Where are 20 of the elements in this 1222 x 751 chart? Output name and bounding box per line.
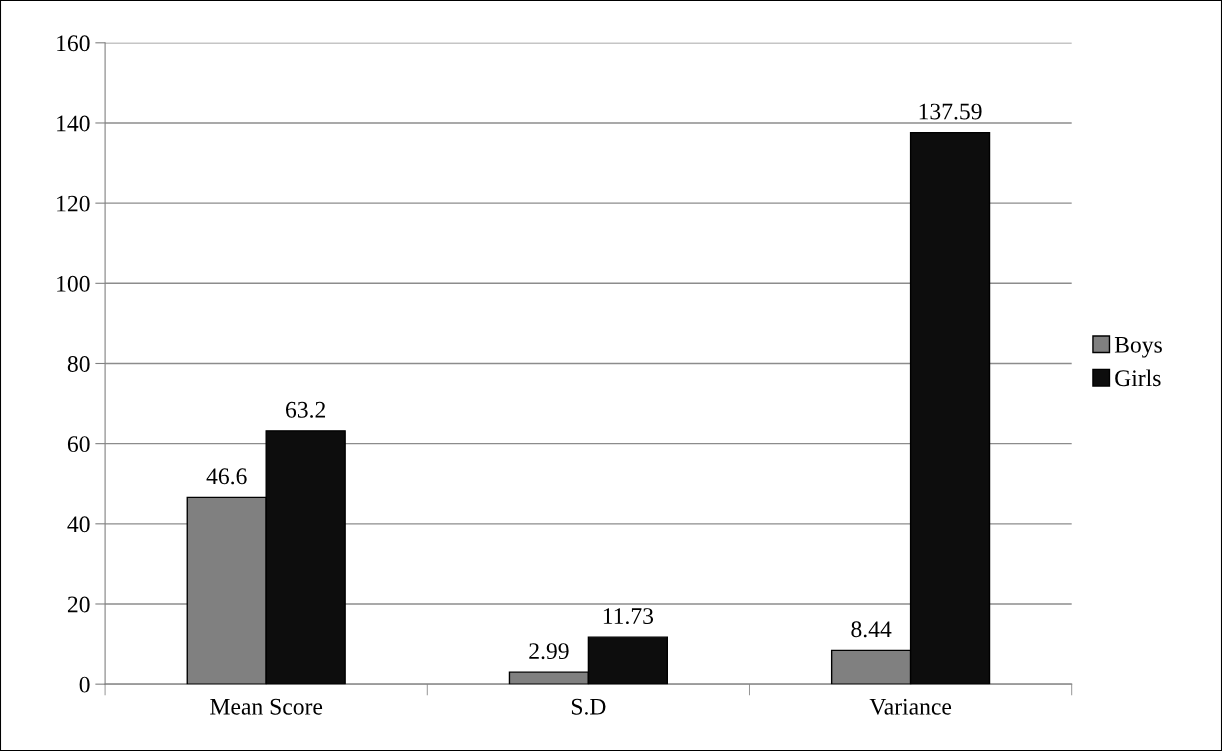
- y-tick-label: 40: [67, 516, 90, 533]
- y-tick-label: 80: [67, 355, 90, 372]
- x-tick-label: S.D: [571, 698, 606, 715]
- y-tick-label: 60: [67, 436, 90, 453]
- legend-label: Girls: [1115, 369, 1161, 387]
- data-label: 11.73: [603, 608, 654, 625]
- data-label: 2.99: [529, 643, 569, 660]
- y-tick-label: 160: [57, 35, 90, 52]
- y-tick-label: 20: [67, 596, 90, 613]
- legend-label: Boys: [1114, 337, 1162, 358]
- data-label: 8.44: [851, 621, 892, 638]
- y-tick-label: 120: [57, 195, 90, 212]
- data-label: 137.59: [919, 103, 982, 120]
- y-tick-label: 100: [57, 275, 90, 292]
- x-tick-label: Variance: [869, 698, 952, 715]
- x-tick-label: Mean Score: [210, 698, 323, 715]
- y-tick-label: 140: [57, 115, 90, 132]
- data-label: 63.2: [286, 401, 326, 418]
- y-tick-label: 0: [79, 676, 90, 693]
- data-label: 46.6: [206, 468, 247, 485]
